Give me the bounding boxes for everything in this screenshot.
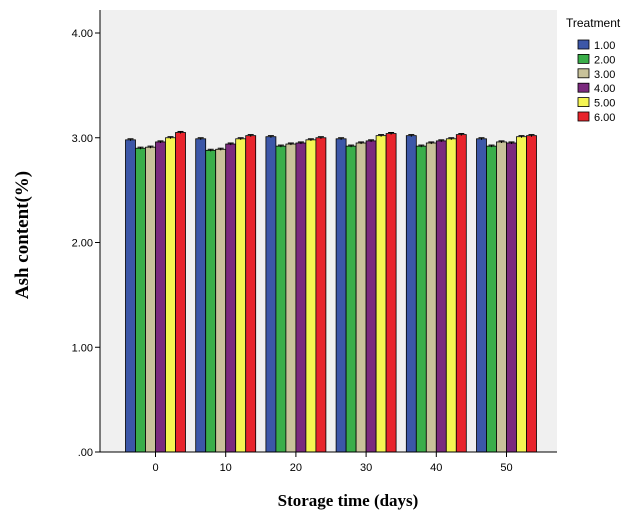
bar xyxy=(165,137,176,453)
bar xyxy=(135,147,146,453)
bar xyxy=(215,148,227,453)
legend-swatch xyxy=(577,68,590,79)
bar xyxy=(476,138,487,453)
y-axis: .00 1.00 2.00 3.00 4.00 xyxy=(72,10,101,459)
legend-label: 1.00 xyxy=(594,40,615,52)
legend-label: 5.00 xyxy=(594,98,615,110)
bar xyxy=(305,139,317,453)
legend: 1.00 2.00 3.00 4.00 5.00 6.00 xyxy=(577,39,615,124)
bar xyxy=(125,139,136,453)
y-tick-label: 1.00 xyxy=(72,342,93,354)
legend-swatch xyxy=(577,97,590,107)
bar xyxy=(295,142,307,453)
y-tick-label: 4.00 xyxy=(72,28,93,40)
legend-label: 2.00 xyxy=(594,54,615,66)
legend-swatch xyxy=(577,54,590,64)
bar xyxy=(155,141,166,453)
bar xyxy=(335,138,347,453)
legend-title: Treatment xyxy=(566,16,621,30)
bar xyxy=(516,136,527,453)
bar xyxy=(235,138,247,453)
y-tick-label: 2.00 xyxy=(72,238,93,250)
bar xyxy=(265,136,277,453)
legend-label: 4.00 xyxy=(594,83,615,95)
bar xyxy=(375,135,387,453)
bar xyxy=(365,140,377,453)
y-tick-label: .00 xyxy=(78,447,93,459)
bar xyxy=(385,133,397,453)
bar xyxy=(245,135,257,453)
bar xyxy=(445,138,457,453)
x-axis-title: Storage time (days) xyxy=(278,491,419,510)
bar xyxy=(225,143,237,453)
bar xyxy=(486,145,497,453)
legend-swatch xyxy=(577,111,590,122)
bar xyxy=(345,145,357,453)
bar xyxy=(405,135,417,453)
bar xyxy=(355,142,367,453)
bar xyxy=(315,137,327,453)
bar xyxy=(205,149,217,453)
x-tick-label: 20 xyxy=(290,462,302,474)
legend-swatch xyxy=(577,82,590,93)
x-axis: 0 10 20 30 40 50 xyxy=(100,451,557,474)
legend-label: 3.00 xyxy=(594,69,615,81)
y-tick-label: 3.00 xyxy=(72,133,93,145)
legend-swatch xyxy=(577,39,590,50)
x-tick-label: 40 xyxy=(430,462,442,474)
bar xyxy=(175,132,186,453)
bar xyxy=(506,142,517,453)
y-axis-title: Ash content(%) xyxy=(12,171,33,299)
bar xyxy=(496,141,507,453)
x-tick-label: 50 xyxy=(500,462,512,474)
bar xyxy=(425,142,437,453)
x-tick-label: 0 xyxy=(152,462,158,474)
error-bars-group xyxy=(127,130,535,152)
x-tick-label: 10 xyxy=(220,462,232,474)
bar xyxy=(455,134,467,453)
bar xyxy=(145,146,156,453)
x-tick-label: 30 xyxy=(360,462,372,474)
bar xyxy=(415,145,427,453)
legend-label: 6.00 xyxy=(594,112,615,124)
bar xyxy=(435,140,447,453)
bar xyxy=(275,145,287,453)
bar xyxy=(526,135,537,453)
bar xyxy=(195,138,207,453)
bar xyxy=(285,143,297,453)
